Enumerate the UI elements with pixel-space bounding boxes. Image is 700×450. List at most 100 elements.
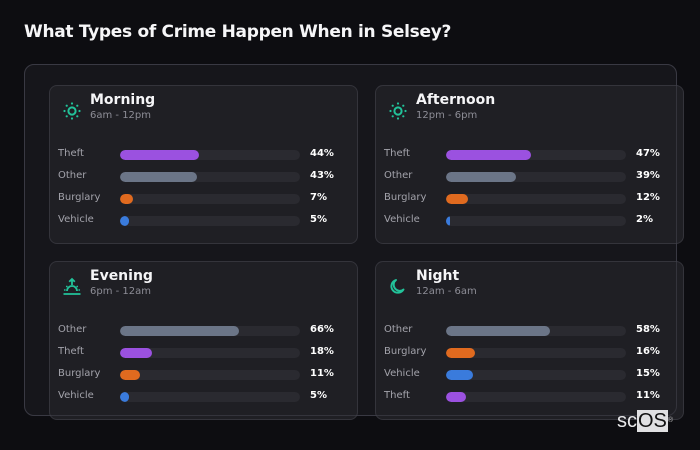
bar-label: Other [384, 170, 413, 181]
card-morning: Morning 6am - 12pm Theft 44% Other 43% Burgl… [49, 85, 358, 244]
bar-row: Theft 11% [384, 389, 674, 411]
bar-row: Vehicle 15% [384, 367, 674, 389]
bar-percentage: 5% [310, 214, 327, 225]
bar-fill [446, 370, 473, 380]
bar-list: Theft 44% Other 43% Burglary 7% Vehicle 5% [58, 147, 348, 235]
bar-fill [120, 348, 153, 358]
bar-track [120, 348, 300, 358]
card-time-range: 6pm - 12am [90, 286, 152, 297]
bar-percentage: 11% [310, 368, 334, 379]
bar-fill [120, 194, 133, 204]
bar-percentage: 58% [636, 324, 660, 335]
bar-track [446, 326, 626, 336]
bar-percentage: 11% [636, 390, 660, 401]
bar-percentage: 66% [310, 324, 334, 335]
bar-label: Burglary [384, 346, 427, 357]
bar-row: Theft 47% [384, 147, 674, 169]
bar-label: Burglary [384, 192, 427, 203]
bar-fill [120, 370, 140, 380]
bar-percentage: 2% [636, 214, 653, 225]
card-time-range: 12pm - 6pm [416, 110, 478, 121]
bar-percentage: 47% [636, 148, 660, 159]
bar-label: Theft [384, 148, 410, 159]
bar-percentage: 16% [636, 346, 660, 357]
bar-row: Burglary 11% [58, 367, 348, 389]
bar-label: Vehicle [58, 214, 94, 225]
sunset-icon [63, 277, 81, 295]
bar-fill [446, 150, 531, 160]
bar-row: Vehicle 5% [58, 213, 348, 235]
bar-percentage: 18% [310, 346, 334, 357]
bar-track [446, 194, 626, 204]
card-time-range: 6am - 12pm [90, 110, 152, 121]
bar-label: Burglary [58, 368, 101, 379]
bar-percentage: 15% [636, 368, 660, 379]
page-title: What Types of Crime Happen When in Selse… [24, 22, 452, 42]
card-evening: Evening 6pm - 12am Other 66% Theft 18% Burgl… [49, 261, 358, 420]
bar-label: Theft [58, 148, 84, 159]
bar-row: Other 66% [58, 323, 348, 345]
bar-row: Other 58% [384, 323, 674, 345]
bar-row: Other 43% [58, 169, 348, 191]
bar-track [446, 172, 626, 182]
bar-row: Theft 44% [58, 147, 348, 169]
bar-track [120, 216, 300, 226]
bar-row: Vehicle 2% [384, 213, 674, 235]
bar-row: Other 39% [384, 169, 674, 191]
bar-track [446, 392, 626, 402]
bar-track [120, 326, 300, 336]
bar-row: Vehicle 5% [58, 389, 348, 411]
bar-list: Other 66% Theft 18% Burglary 11% Vehicle 5% [58, 323, 348, 411]
card-afternoon: Afternoon 12pm - 6pm Theft 47% Other 39% Bur… [375, 85, 684, 244]
card-night: Night 12am - 6am Other 58% Burglary 16% Vehi… [375, 261, 684, 420]
bar-track [120, 150, 300, 160]
bar-track [120, 172, 300, 182]
bar-fill [446, 216, 450, 226]
bar-label: Vehicle [58, 390, 94, 401]
bar-fill [446, 348, 475, 358]
bar-fill [120, 150, 200, 160]
bar-percentage: 44% [310, 148, 334, 159]
bar-track [446, 216, 626, 226]
bar-percentage: 43% [310, 170, 334, 181]
bar-track [446, 150, 626, 160]
moon-icon [390, 279, 405, 294]
card-title: Afternoon [416, 92, 496, 108]
bar-fill [120, 392, 129, 402]
bar-fill [446, 392, 466, 402]
bar-row: Burglary 12% [384, 191, 674, 213]
sun-icon [63, 102, 81, 120]
logo-os: OS [637, 410, 668, 432]
bar-row: Burglary 7% [58, 191, 348, 213]
bar-label: Other [384, 324, 413, 335]
card-title: Night [416, 268, 460, 284]
bar-fill [446, 172, 517, 182]
bar-percentage: 39% [636, 170, 660, 181]
bar-label: Other [58, 324, 87, 335]
bar-fill [120, 216, 129, 226]
sun-icon [389, 102, 407, 120]
bar-percentage: 7% [310, 192, 327, 203]
bar-percentage: 12% [636, 192, 660, 203]
bar-percentage: 5% [310, 390, 327, 401]
bar-label: Other [58, 170, 87, 181]
bar-fill [120, 172, 198, 182]
bar-fill [446, 326, 551, 336]
bar-label: Theft [384, 390, 410, 401]
card-time-range: 12am - 6am [416, 286, 477, 297]
bar-row: Theft 18% [58, 345, 348, 367]
bar-fill [446, 194, 468, 204]
bar-list: Other 58% Burglary 16% Vehicle 15% Theft 11% [384, 323, 674, 411]
bar-label: Vehicle [384, 214, 420, 225]
logo-prefix: sc [617, 410, 637, 432]
bar-label: Vehicle [384, 368, 420, 379]
bar-list: Theft 47% Other 39% Burglary 12% Vehicle 2% [384, 147, 674, 235]
registered-mark: ® [667, 417, 674, 424]
bar-track [120, 194, 300, 204]
bar-track [120, 392, 300, 402]
bar-label: Burglary [58, 192, 101, 203]
card-title: Morning [90, 92, 156, 108]
bar-label: Theft [58, 346, 84, 357]
bar-track [446, 370, 626, 380]
bar-fill [120, 326, 239, 336]
